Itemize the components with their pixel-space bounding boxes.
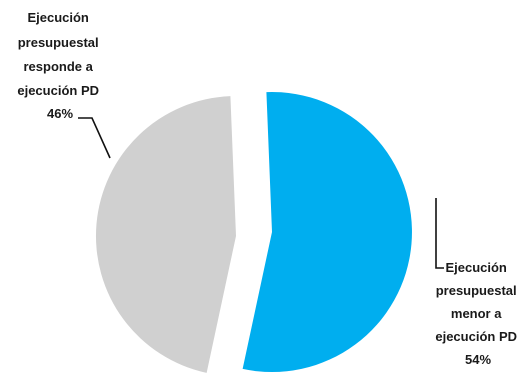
slice-label-gray: Ejecución presupuestal responde a ejecuc…	[17, 10, 102, 121]
label-gray-percent: 46%	[47, 106, 73, 121]
label-gray-line-2: presupuestal	[18, 35, 99, 50]
pie-slice-blue	[242, 91, 412, 372]
label-blue-line-1: Ejecución	[445, 260, 506, 275]
label-gray-line-3: responde a	[24, 59, 94, 74]
label-gray-line-1: Ejecución	[27, 10, 88, 25]
label-blue-line-2: presupuestal	[436, 283, 517, 298]
leader-line-gray	[78, 117, 111, 159]
label-gray-line-4: ejecución PD	[17, 83, 99, 98]
pie-slice-gray	[95, 96, 236, 373]
label-blue-line-4: ejecución PD	[435, 329, 517, 344]
label-blue-line-3: menor a	[451, 306, 502, 321]
label-blue-percent: 54%	[465, 352, 491, 367]
slice-label-blue: Ejecución presupuestal menor a ejecución…	[435, 260, 520, 367]
leader-line-blue	[435, 198, 444, 269]
